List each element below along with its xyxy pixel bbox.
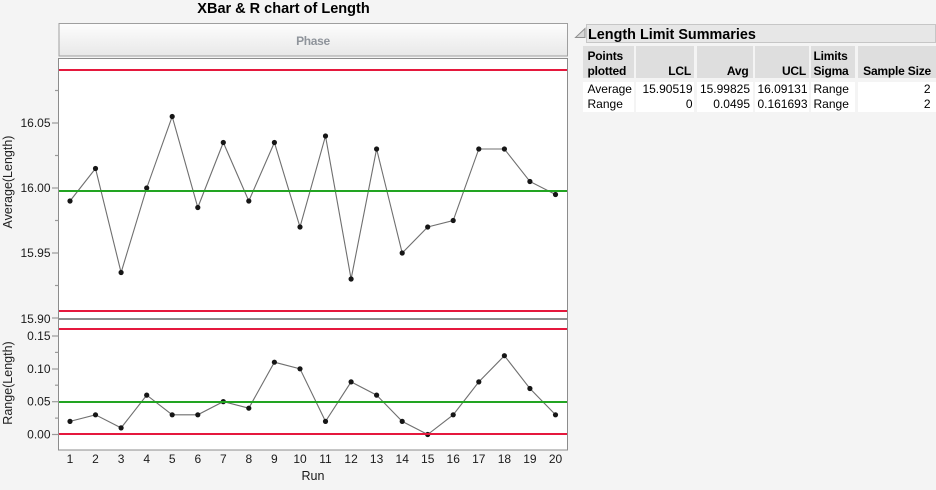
svg-text:20: 20: [549, 452, 563, 466]
svg-text:0.10: 0.10: [27, 362, 51, 376]
svg-text:Range(Length): Range(Length): [1, 341, 15, 424]
svg-text:Average(Length): Average(Length): [1, 136, 15, 229]
svg-text:15.90: 15.90: [20, 312, 50, 326]
svg-text:0.00: 0.00: [27, 428, 51, 442]
svg-text:2: 2: [92, 452, 99, 466]
svg-text:4: 4: [143, 452, 150, 466]
svg-text:11: 11: [319, 452, 332, 466]
svg-text:14: 14: [396, 452, 410, 466]
svg-text:13: 13: [370, 452, 384, 466]
svg-text:Phase: Phase: [296, 34, 330, 48]
svg-text:5: 5: [169, 452, 176, 466]
svg-text:Run: Run: [302, 469, 325, 483]
svg-text:15.95: 15.95: [20, 246, 50, 260]
svg-text:16.00: 16.00: [20, 181, 50, 195]
svg-text:10: 10: [293, 452, 307, 466]
svg-text:7: 7: [220, 452, 227, 466]
svg-text:9: 9: [271, 452, 278, 466]
svg-text:12: 12: [344, 452, 358, 466]
svg-text:0.15: 0.15: [27, 329, 51, 343]
svg-text:19: 19: [523, 452, 537, 466]
svg-text:15: 15: [421, 452, 435, 466]
svg-text:3: 3: [118, 452, 125, 466]
svg-text:6: 6: [194, 452, 201, 466]
svg-text:1: 1: [67, 452, 74, 466]
svg-text:17: 17: [472, 452, 486, 466]
svg-text:8: 8: [245, 452, 252, 466]
svg-text:16.05: 16.05: [20, 116, 50, 130]
svg-text:18: 18: [498, 452, 512, 466]
svg-text:16: 16: [447, 452, 461, 466]
svg-text:0.05: 0.05: [27, 394, 51, 408]
